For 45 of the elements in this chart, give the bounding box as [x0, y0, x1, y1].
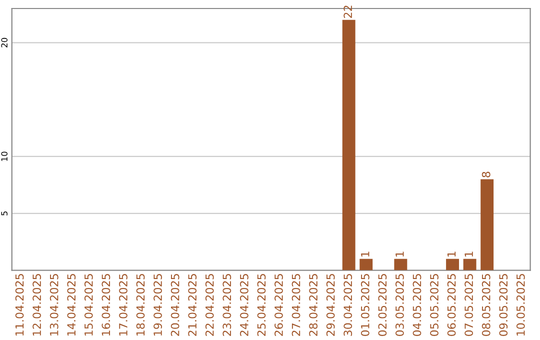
- x-tick-label: 12.04.2025: [32, 274, 42, 336]
- x-tick-label: 15.04.2025: [84, 274, 93, 336]
- data-label: 8: [482, 172, 490, 178]
- x-tick-label: 10.05.2025: [516, 274, 525, 336]
- data-label: 1: [447, 252, 456, 257]
- y-tick-label: 20: [1, 38, 8, 48]
- y-tick-label: 5: [1, 211, 8, 216]
- x-tick-label: 11.04.2025: [15, 274, 24, 336]
- data-label: 22: [344, 6, 352, 18]
- x-tick-label: 19.04.2025: [154, 274, 162, 336]
- data-label: 1: [396, 252, 404, 257]
- x-tick-label: 16.04.2025: [102, 274, 110, 336]
- y-tick-label: 10: [1, 152, 8, 161]
- bar: [394, 258, 408, 270]
- x-tick-label: 01.05.2025: [360, 274, 370, 336]
- x-tick-label: 13.04.2025: [50, 274, 58, 336]
- bar: [342, 20, 356, 270]
- x-tick-label: 22.04.2025: [205, 274, 214, 336]
- bar: [446, 258, 459, 270]
- x-tick-label: 29.04.2025: [326, 274, 335, 336]
- x-tick-label: 25.04.2025: [257, 274, 266, 336]
- x-tick-label: 09.05.2025: [499, 274, 508, 336]
- bar: [360, 258, 373, 270]
- bar: [463, 258, 476, 270]
- x-tick-label: 05.05.2025: [430, 274, 438, 336]
- bar: [480, 179, 494, 270]
- x-tick-label: 08.05.2025: [482, 274, 490, 336]
- x-tick-label: 18.04.2025: [136, 274, 145, 336]
- x-tick-label: 24.04.2025: [240, 274, 248, 336]
- x-tick-label: 02.05.2025: [378, 274, 387, 336]
- x-tick-label: 03.05.2025: [396, 274, 404, 336]
- x-tick-label: 30.04.2025: [344, 274, 352, 336]
- x-tick-label: 26.04.2025: [274, 274, 283, 336]
- x-tick-label: 04.05.2025: [412, 274, 422, 336]
- x-tick-label: 14.04.2025: [67, 274, 76, 336]
- x-tick-label: 23.04.2025: [222, 274, 232, 336]
- data-label: 1: [361, 252, 370, 257]
- x-tick-label: 20.04.2025: [170, 274, 180, 336]
- x-tick-label: 07.05.2025: [464, 274, 474, 336]
- x-tick-label: 27.04.2025: [292, 274, 300, 336]
- x-tick-label: 28.04.2025: [309, 274, 318, 336]
- x-tick-label: 21.04.2025: [188, 274, 197, 336]
- x-tick-label: 06.05.2025: [447, 274, 456, 336]
- x-tick-label: 17.04.2025: [119, 274, 128, 336]
- data-label: 1: [464, 252, 473, 257]
